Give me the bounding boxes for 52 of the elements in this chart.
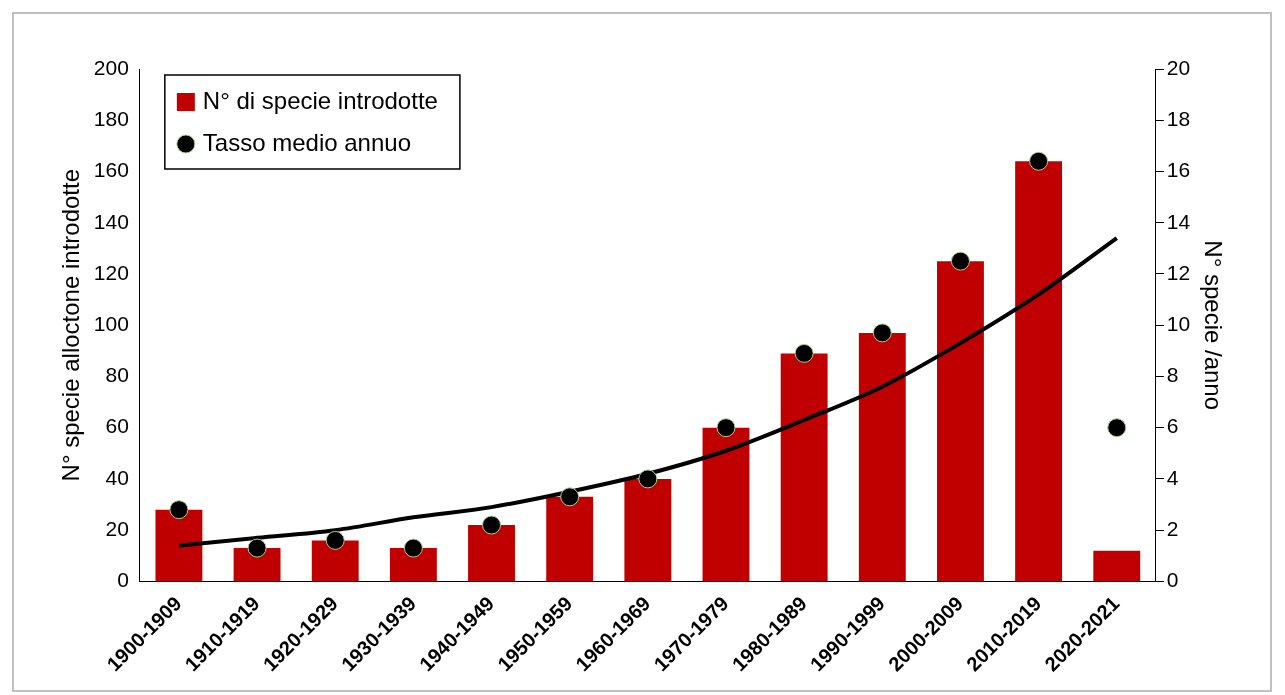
- y2-tick-label: 6: [1166, 414, 1179, 438]
- bar: [311, 540, 359, 582]
- bar: [780, 353, 828, 582]
- y2-tick-label: 18: [1166, 107, 1191, 131]
- point: [638, 469, 658, 489]
- bar: [1015, 161, 1063, 582]
- bar: [1093, 550, 1141, 582]
- y-tick-label: 140: [93, 209, 129, 233]
- y2-tick-label: 0: [1166, 568, 1179, 592]
- y2-tick-label: 20: [1166, 55, 1191, 79]
- bar: [233, 548, 281, 582]
- bar: [546, 496, 594, 582]
- y2-tick-label: 2: [1166, 516, 1179, 540]
- y-tick-label: 40: [105, 465, 129, 489]
- y-tick-label: 20: [105, 516, 129, 540]
- bar: [858, 332, 906, 582]
- point: [247, 538, 267, 558]
- bar: [702, 427, 750, 582]
- y2-tick-label: 16: [1166, 158, 1191, 182]
- y-tick-label: 80: [105, 363, 129, 387]
- y-tick-label: 0: [117, 568, 129, 592]
- y-tick-label: 60: [105, 414, 129, 438]
- y-tick-label: 100: [93, 312, 129, 335]
- point: [560, 487, 580, 507]
- y2-tick-label: 14: [1166, 209, 1191, 233]
- y2-tick-label: 4: [1166, 465, 1179, 489]
- y-tick-label: 160: [93, 158, 129, 182]
- point: [1029, 151, 1049, 171]
- y-tick-label: 120: [93, 260, 129, 284]
- y2-axis-title: N° specie /anno: [1199, 240, 1227, 411]
- point: [482, 515, 502, 535]
- point: [403, 538, 423, 558]
- point: [950, 251, 970, 271]
- bar: [468, 525, 515, 582]
- legend-label: N° di specie introdotte: [202, 86, 438, 114]
- y2-tick-label: 8: [1166, 363, 1179, 387]
- y-tick-label: 200: [93, 55, 129, 79]
- point: [1107, 418, 1127, 438]
- bar: [937, 261, 984, 582]
- bar: [389, 548, 437, 582]
- point: [169, 500, 189, 520]
- point: [872, 323, 892, 343]
- point: [716, 418, 736, 438]
- point: [325, 530, 345, 550]
- y2-tick-label: 10: [1166, 312, 1191, 335]
- y2-tick-label: 12: [1166, 260, 1191, 284]
- point: [794, 343, 814, 363]
- bar: [155, 509, 203, 582]
- bar: [624, 478, 672, 582]
- y-axis-title: N° specie alloctone introdotte: [57, 168, 85, 482]
- y-tick-label: 180: [93, 107, 129, 131]
- legend-label: Tasso medio annuo: [202, 128, 411, 156]
